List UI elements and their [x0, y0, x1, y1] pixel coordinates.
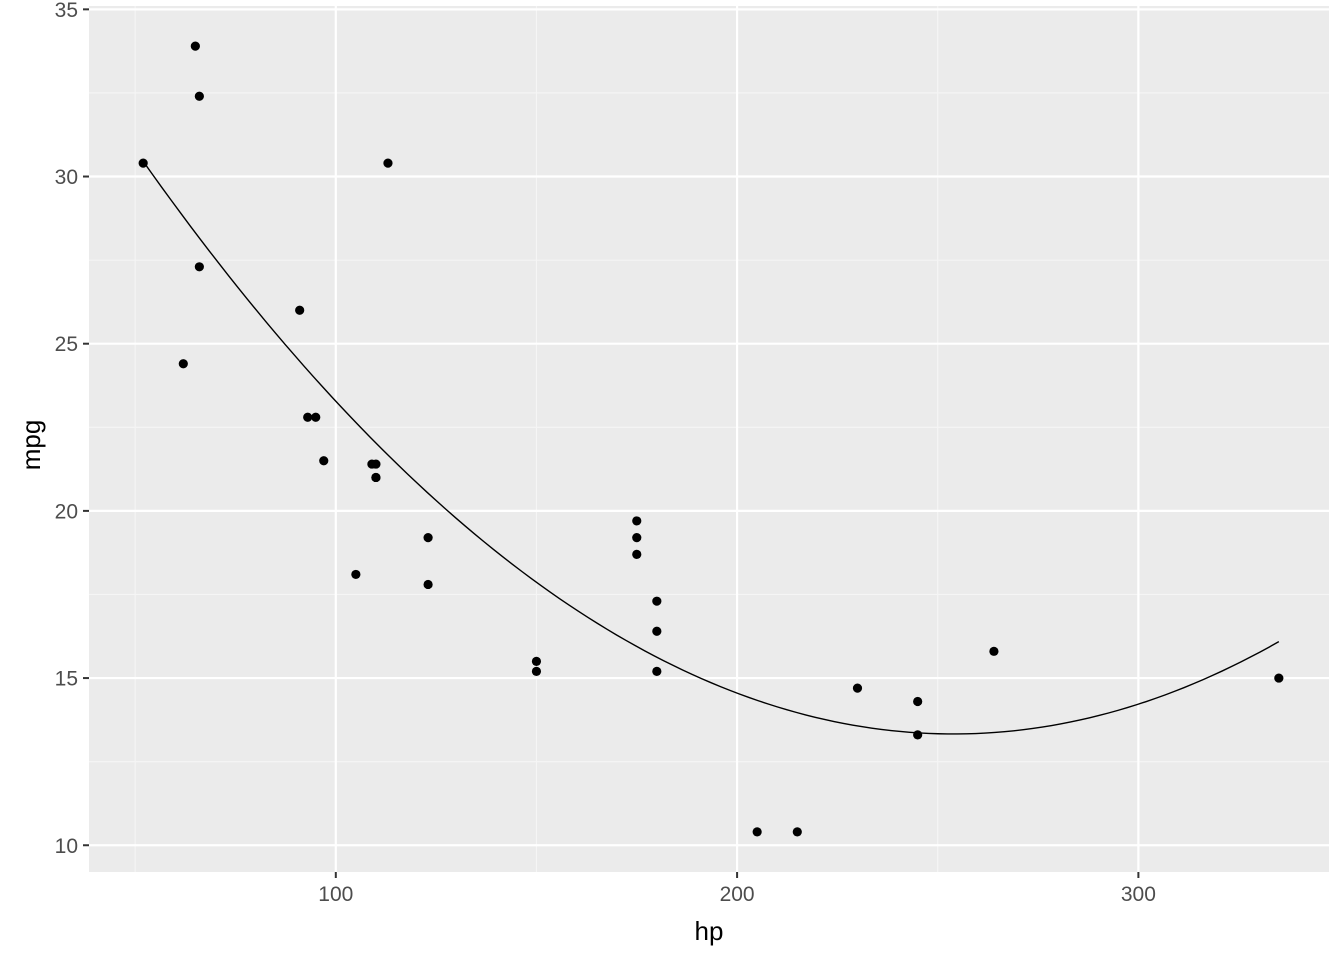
minor-gridlines	[89, 6, 1329, 872]
data-point	[319, 456, 329, 466]
data-point	[632, 533, 642, 543]
data-point	[531, 656, 542, 666]
data-point	[423, 533, 433, 543]
data-point	[383, 158, 393, 168]
x-axis-tick-labels: 100 200 300	[318, 883, 1156, 906]
data-point	[752, 827, 762, 837]
data-point	[295, 305, 305, 315]
data-point	[652, 626, 662, 636]
data-point	[138, 158, 148, 168]
y-tick-label: 20	[55, 500, 78, 523]
data-point	[190, 41, 200, 51]
major-gridlines	[89, 6, 1329, 872]
x-tick-label: 100	[318, 883, 353, 906]
data-point	[178, 359, 188, 369]
data-point	[632, 549, 642, 559]
data-point	[913, 730, 923, 740]
data-point	[632, 516, 642, 526]
data-point	[423, 579, 433, 590]
y-axis-ticks	[83, 8, 89, 847]
y-axis-tick-labels: 10 15 20 25 30 35	[55, 0, 78, 858]
plot-panel	[89, 6, 1329, 872]
data-point	[852, 683, 863, 693]
y-tick-label: 25	[55, 333, 78, 356]
y-axis-title: mpg	[16, 420, 46, 471]
data-points	[138, 41, 1284, 837]
data-point	[1274, 673, 1284, 683]
data-point	[194, 262, 204, 272]
data-point	[367, 459, 377, 469]
y-tick-label: 10	[55, 835, 78, 858]
x-tick-label: 300	[1121, 883, 1156, 906]
y-tick-label: 15	[55, 668, 78, 691]
y-tick-label: 35	[55, 0, 78, 22]
data-point	[351, 569, 361, 580]
fit-curve	[142, 160, 1280, 735]
data-point	[652, 596, 662, 606]
data-point	[311, 412, 321, 422]
data-point	[194, 91, 204, 101]
y-tick-label: 30	[55, 166, 78, 189]
data-point	[652, 666, 662, 676]
data-point	[792, 827, 802, 837]
data-point	[371, 472, 381, 483]
x-tick-label: 200	[720, 883, 755, 906]
data-point	[303, 412, 313, 422]
x-axis-title: hp	[695, 916, 724, 946]
data-point	[989, 646, 999, 656]
x-axis-ticks	[334, 872, 1140, 878]
data-point	[531, 666, 542, 676]
data-point	[913, 696, 923, 707]
